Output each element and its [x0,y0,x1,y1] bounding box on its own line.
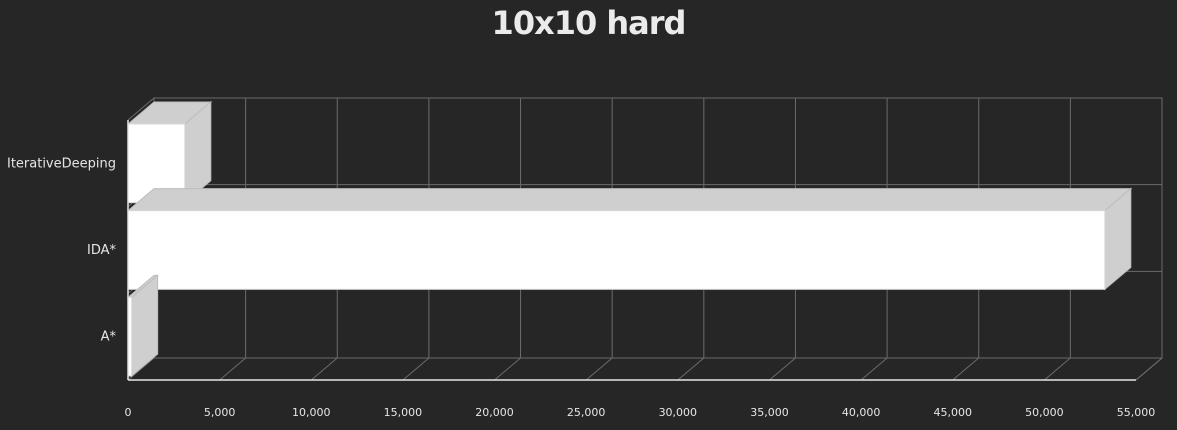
y-tick-label: IterativeDeeping [7,156,116,171]
x-tick-label: 30,000 [659,406,698,419]
x-tick-label: 35,000 [750,406,789,419]
y-tick-label: IDA* [87,243,117,258]
grid-line [769,357,796,381]
x-tick-label: 5,000 [204,406,236,419]
x-tick-label: 20,000 [475,406,514,419]
grid-line [677,357,705,381]
grid-line [1044,357,1071,381]
bar [127,296,133,377]
x-tick-label: 40,000 [842,406,881,419]
grid-line [402,357,430,381]
x-tick-label: 50,000 [1025,406,1064,419]
grid-line [860,357,888,381]
grid-line [494,357,521,381]
x-tick-label: 10,000 [292,406,331,419]
x-tick-label: 45,000 [933,406,972,419]
x-tick-label: 25,000 [567,406,606,419]
bar-top-face [126,188,1133,212]
x-tick-label: 15,000 [384,406,423,419]
grid-line [127,357,155,381]
y-tick-label: A* [101,330,117,345]
grid-line [219,357,246,381]
bar [127,210,1106,290]
floor-edge [1135,357,1163,381]
grid-line [952,357,980,381]
grid-line [310,357,338,381]
left-wall-edge [127,97,155,121]
chart-title: 10x10 hard [491,4,687,42]
x-tick-label: 55,000 [1117,406,1156,419]
x-tick-label: 0 [125,406,132,419]
grid-line [585,357,613,381]
